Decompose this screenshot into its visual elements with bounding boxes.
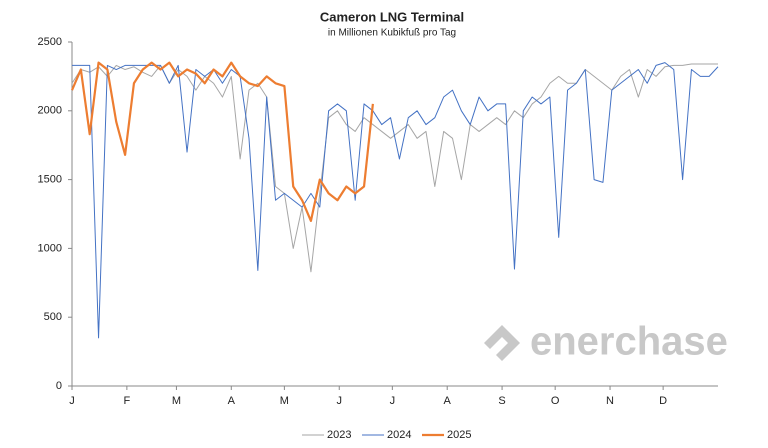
x-tick-label: D bbox=[659, 395, 667, 407]
legend-label: 2024 bbox=[387, 429, 411, 441]
x-tick-label: M bbox=[280, 395, 289, 407]
x-tick-label: J bbox=[390, 395, 396, 407]
x-tick-label: J bbox=[336, 395, 342, 407]
line-series bbox=[70, 61, 374, 222]
line-series bbox=[72, 62, 719, 339]
chart-title: Cameron LNG Terminal bbox=[320, 9, 464, 24]
x-tick-label: S bbox=[498, 395, 505, 407]
y-tick-label: 2500 bbox=[38, 36, 62, 48]
x-tick-label: F bbox=[123, 395, 130, 407]
x-tick-label: O bbox=[551, 395, 560, 407]
watermark-logo bbox=[484, 325, 520, 361]
legend-label: 2023 bbox=[327, 429, 351, 441]
watermark: enerchase bbox=[530, 320, 728, 364]
y-tick-label: 500 bbox=[44, 311, 62, 323]
y-tick-label: 1500 bbox=[38, 174, 62, 186]
legend-label: 2025 bbox=[447, 429, 471, 441]
x-tick-label: J bbox=[69, 395, 75, 407]
y-tick-label: 0 bbox=[56, 380, 62, 392]
x-tick-label: M bbox=[172, 395, 181, 407]
y-tick-label: 1000 bbox=[38, 242, 62, 254]
x-tick-label: A bbox=[228, 395, 236, 407]
x-tick-label: A bbox=[444, 395, 452, 407]
line-series bbox=[71, 63, 718, 273]
x-tick-label: N bbox=[606, 395, 614, 407]
chart-subtitle: in Millionen Kubikfuß pro Tag bbox=[328, 28, 456, 39]
y-tick-label: 2000 bbox=[38, 105, 62, 117]
